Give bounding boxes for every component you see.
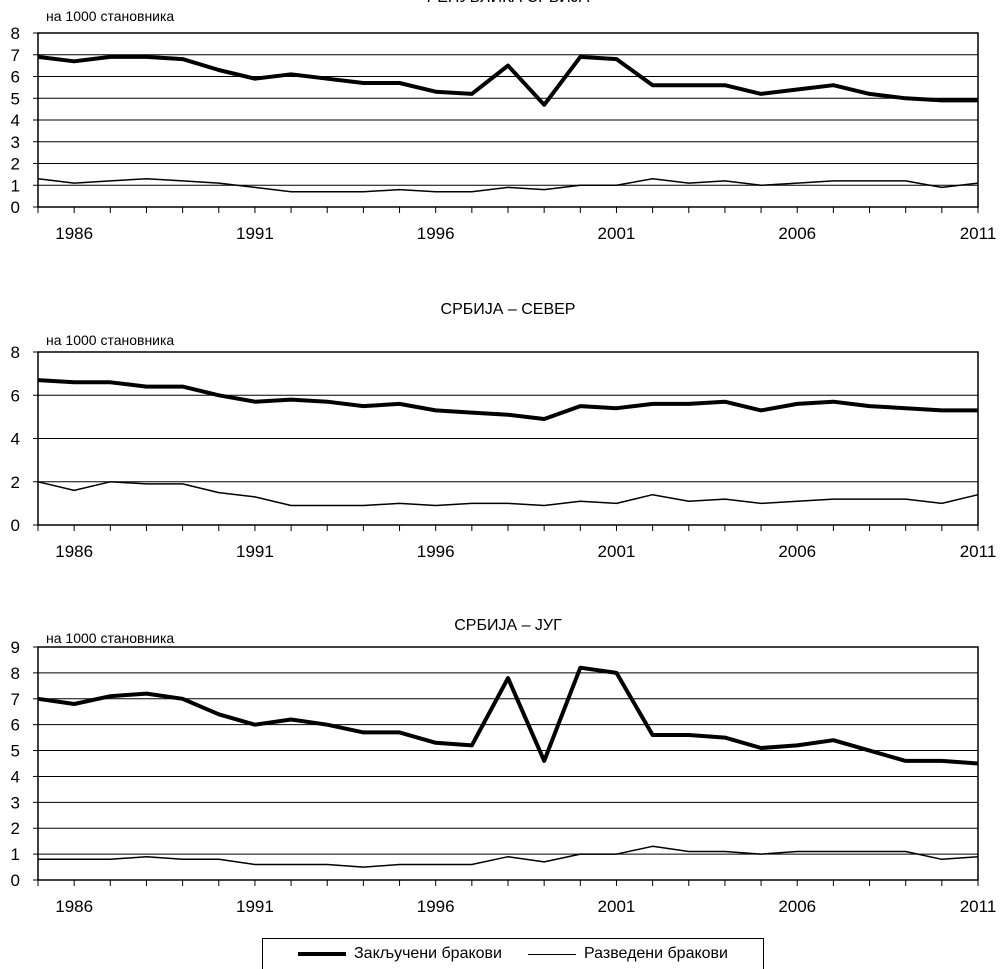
y-tick-label: 4 xyxy=(11,111,20,130)
chart-3: СРБИЈА – ЈУГ на 1000 становника 0 1 2 3 4 5 6 7 8 9… xyxy=(11,617,997,916)
x-tick-label: 1996 xyxy=(417,224,455,243)
x-tick-label: 2011 xyxy=(960,897,997,916)
y-tick-label: 5 xyxy=(11,89,20,108)
y-tick-label: 9 xyxy=(11,638,20,657)
unit-label: на 1000 становника xyxy=(46,630,174,646)
x-tick-label: 2001 xyxy=(598,542,636,561)
unit-label-bg xyxy=(42,629,218,645)
y-tick-label: 0 xyxy=(11,198,20,217)
x-tick-label: 1986 xyxy=(55,542,93,561)
x-tick-label: 1986 xyxy=(55,224,93,243)
y-tick-label: 2 xyxy=(11,155,20,174)
y-tick-label: 6 xyxy=(11,68,20,87)
series-line-divorced xyxy=(37,177,979,193)
y-tick-label: 5 xyxy=(11,742,20,761)
chart-1: РЕПУБЛИКА СРБИЈА на 1000 становника 0 1 2 3 4 5… xyxy=(11,0,997,243)
chart-title: СРБИЈА – ЈУГ xyxy=(454,617,562,634)
chart-title: РЕПУБЛИКА СРБИЈА xyxy=(427,0,590,6)
legend-item-concluded: Закључени бракови xyxy=(298,945,502,963)
x-tick-label: 1991 xyxy=(236,897,274,916)
chart-title: СРБИЈА – СЕВЕР xyxy=(441,301,576,318)
unit-label: на 1000 становника xyxy=(46,332,174,348)
unit-label-bg xyxy=(42,331,218,347)
series-line-concluded xyxy=(37,665,979,766)
series-line-concluded xyxy=(37,378,978,421)
y-tick-label: 1 xyxy=(11,845,20,864)
y-tick-label: 3 xyxy=(11,133,20,152)
x-tick-label: 2011 xyxy=(960,542,997,561)
legend-label-concluded: Закључени бракови xyxy=(354,945,502,962)
y-tick-label: 3 xyxy=(11,793,20,812)
y-tick-label: 2 xyxy=(11,473,20,492)
y-tick-label: 8 xyxy=(11,24,20,43)
x-tick-label: 2001 xyxy=(598,224,636,243)
x-tick-label: 1991 xyxy=(236,224,274,243)
y-tick-label: 0 xyxy=(11,871,20,890)
y-tick-label: 0 xyxy=(11,516,20,535)
y-tick-label: 4 xyxy=(11,430,20,449)
x-tick-label: 1996 xyxy=(417,897,455,916)
legend: Закључени бракови Разведени бракови xyxy=(262,938,764,969)
y-tick-label: 6 xyxy=(11,716,20,735)
series-line-divorced xyxy=(38,845,979,868)
legend-swatch-concluded xyxy=(298,952,346,956)
y-tick-label: 7 xyxy=(11,46,20,65)
legend-swatch-divorced xyxy=(528,953,576,955)
series-line-divorced xyxy=(37,481,979,507)
y-tick-label: 4 xyxy=(11,767,20,786)
unit-label: на 1000 становника xyxy=(46,8,174,24)
y-tick-label: 8 xyxy=(11,664,20,683)
x-tick-label: 2001 xyxy=(598,897,636,916)
legend-item-divorced: Разведени бракови xyxy=(528,945,728,963)
y-tick-label: 6 xyxy=(11,386,20,405)
unit-label-bg xyxy=(42,7,218,23)
y-tick-label: 1 xyxy=(11,176,20,195)
legend-label-divorced: Разведени бракови xyxy=(584,945,728,962)
x-tick-label: 2011 xyxy=(960,224,997,243)
x-tick-label: 2006 xyxy=(778,224,816,243)
y-tick-label: 2 xyxy=(11,819,20,838)
y-tick-label: 8 xyxy=(11,343,20,362)
chart-2: СРБИЈА – СЕВЕР на 1000 становника 0 2 4 6 8 198… xyxy=(11,301,997,561)
x-tick-label: 1986 xyxy=(55,897,93,916)
x-tick-label: 1996 xyxy=(417,542,455,561)
x-tick-label: 2006 xyxy=(778,897,816,916)
series-line-concluded xyxy=(37,54,978,107)
x-tick-label: 1991 xyxy=(236,542,274,561)
y-tick-label: 7 xyxy=(11,690,20,709)
x-tick-label: 2006 xyxy=(778,542,816,561)
